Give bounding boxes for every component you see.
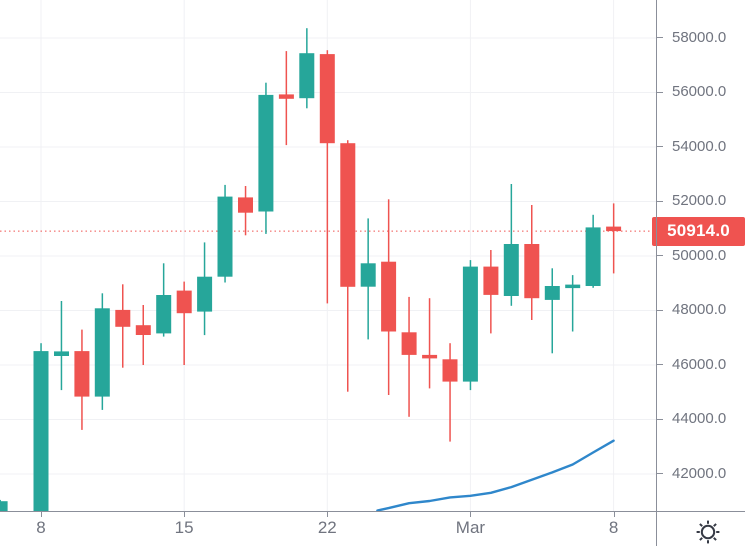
price-axis-line — [656, 0, 657, 546]
candle-body — [565, 284, 581, 289]
price-tick-label: 42000.0 — [672, 464, 727, 482]
candle-body — [156, 295, 172, 334]
axis-corner — [657, 512, 745, 546]
candle-body — [238, 197, 253, 213]
price-tick-label: 44000.0 — [672, 410, 727, 428]
price-tick-mark — [657, 473, 663, 475]
candle-body — [544, 286, 560, 300]
price-tick-mark — [657, 255, 663, 257]
chart-canvas[interactable] — [0, 0, 656, 511]
candle-body — [462, 266, 478, 382]
candle-wick — [60, 301, 63, 391]
candle-body — [422, 354, 438, 359]
candle-wick — [408, 296, 410, 417]
time-axis[interactable]: 8 15 22 Mar 8 — [0, 512, 656, 546]
price-axis[interactable]: 50914.0 58000.0 56000.0 54000.0 52000.0 5000… — [652, 0, 745, 511]
candle-wick — [551, 268, 553, 354]
candle-body — [381, 261, 397, 332]
candle-body — [33, 351, 49, 511]
candle-body — [340, 143, 356, 287]
time-tick-label: 8 — [36, 518, 46, 537]
candle-body — [0, 501, 8, 511]
price-tick-mark — [657, 200, 663, 202]
current-price-label: 50914.0 — [652, 216, 745, 246]
price-tick-mark — [657, 37, 663, 39]
candle-body — [94, 308, 110, 397]
price-tick-mark — [657, 309, 663, 311]
candle-body — [401, 332, 417, 355]
ma-line — [376, 439, 615, 511]
price-tick-label: 48000.0 — [672, 301, 727, 319]
time-tick-mark — [470, 512, 472, 517]
candle-wick — [449, 343, 451, 442]
price-tick-label: 52000.0 — [672, 192, 727, 210]
candle-body — [503, 244, 519, 296]
candle-body — [360, 263, 376, 287]
chart-plot-area[interactable] — [0, 0, 656, 511]
candle-body — [176, 290, 192, 314]
candle-body — [54, 351, 69, 356]
candle-wick — [428, 298, 431, 389]
candle-body — [319, 54, 335, 144]
settings-gear-icon[interactable] — [695, 519, 721, 545]
candle-body — [606, 226, 622, 232]
price-tick-label: 50000.0 — [672, 246, 727, 264]
price-tick-label: 46000.0 — [672, 355, 727, 373]
price-tick-mark — [657, 91, 663, 93]
candle-body — [299, 53, 315, 99]
candle-wick — [612, 203, 615, 274]
price-tick-mark — [657, 146, 663, 148]
candle-wick — [326, 50, 329, 304]
time-tick-mark — [41, 512, 42, 517]
price-tick-label: 54000.0 — [672, 137, 727, 155]
candle-body — [524, 244, 540, 299]
candle-body — [442, 359, 458, 382]
candle-body — [197, 276, 213, 312]
time-tick-mark — [613, 512, 615, 517]
candle-wick — [183, 281, 185, 365]
candle-body — [483, 266, 499, 295]
price-tick-mark — [657, 418, 663, 420]
candle-body — [217, 196, 233, 277]
candle-body — [115, 309, 131, 327]
candle-body — [585, 227, 601, 286]
time-tick-label: 22 — [317, 518, 337, 537]
price-tick-mark — [657, 364, 663, 366]
time-tick-label: 15 — [174, 518, 194, 537]
current-price-text: 50914.0 — [667, 221, 730, 241]
candle-body — [278, 94, 294, 99]
time-tick-mark — [327, 512, 329, 517]
time-tick-label: Mar — [455, 518, 486, 537]
candle-body — [74, 351, 90, 397]
time-tick-label: 8 — [608, 518, 619, 537]
price-tick-label: 56000.0 — [672, 83, 727, 101]
price-tick-label: 58000.0 — [672, 28, 727, 46]
candle-wick — [571, 275, 574, 332]
time-tick-mark — [184, 512, 186, 517]
candle-body — [135, 325, 151, 335]
candle-body — [258, 94, 274, 212]
time-axis-line — [0, 511, 745, 512]
